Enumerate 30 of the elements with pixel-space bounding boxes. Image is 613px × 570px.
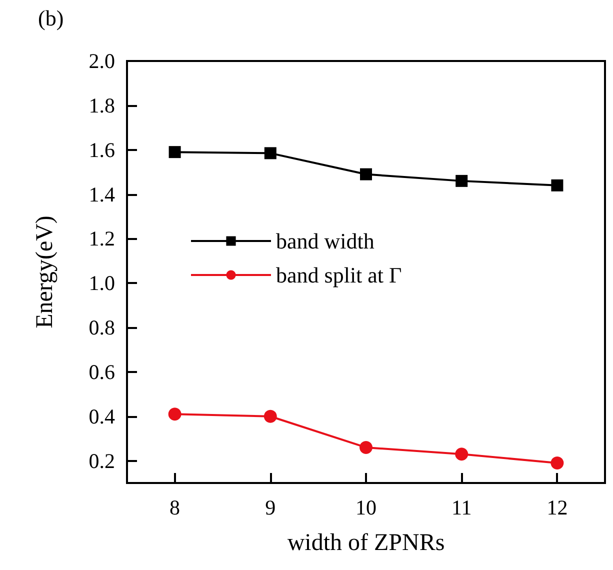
point [360, 168, 372, 180]
point [264, 147, 276, 160]
y-tick-label: 0.8 [88, 316, 115, 340]
y-tick-label: 1.4 [88, 182, 116, 206]
point [455, 448, 468, 461]
point [456, 174, 468, 187]
y-tick-label: 2.0 [88, 49, 115, 73]
y-tick-label: 0.2 [88, 448, 115, 473]
point [360, 440, 372, 454]
y-tick-label: 1.0 [88, 271, 115, 296]
x-tick-label: 9 [265, 496, 276, 520]
y-tick-label: 1.6 [88, 138, 115, 162]
point [550, 456, 564, 470]
y-axis-title: Energy(eV) [32, 216, 58, 328]
y-tick-label: 0.4 [88, 404, 116, 428]
x-tick-label: 11 [451, 496, 472, 520]
x-tick-label: 8 [170, 496, 180, 520]
y-tick-label: 1.8 [88, 93, 115, 118]
x-tick-label: 12 [546, 496, 568, 520]
y-tick-label: 0.6 [88, 360, 115, 384]
point [168, 408, 182, 421]
x-tick-label: 10 [356, 496, 376, 520]
point [551, 179, 564, 192]
point [264, 410, 277, 423]
text: (b) [38, 6, 64, 30]
legend-label: band split at Γ [276, 262, 402, 288]
point [168, 146, 181, 158]
x-axis-title: width of ZPNRs [287, 530, 445, 556]
y-tick-label: 1.2 [88, 226, 115, 251]
legend-label: band width [276, 228, 374, 254]
